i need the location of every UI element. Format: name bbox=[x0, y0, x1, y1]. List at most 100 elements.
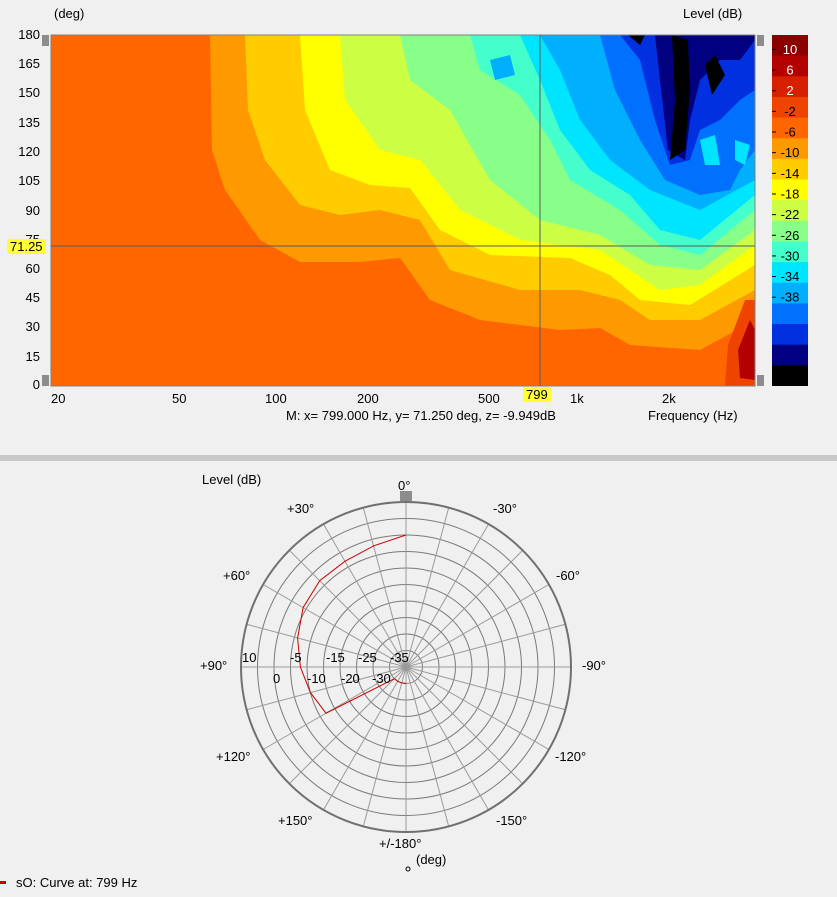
x-tick-label: 200 bbox=[357, 391, 379, 406]
y-tick-label: 105 bbox=[18, 173, 40, 188]
angle-label-plus-150: +150° bbox=[278, 813, 313, 828]
polar-spoke bbox=[405, 666, 524, 785]
y-tick-label: 150 bbox=[18, 85, 40, 100]
polar-spoke bbox=[405, 666, 550, 750]
pane-divider[interactable] bbox=[0, 455, 837, 461]
y-tick-label: 120 bbox=[18, 144, 40, 159]
x-tick-label: 2k bbox=[662, 391, 676, 406]
polar-outer-ring bbox=[240, 501, 572, 833]
ring-label: -15 bbox=[326, 650, 345, 665]
colorbar-swatch bbox=[772, 220, 808, 242]
angle-label-180: +/-180° bbox=[379, 836, 422, 851]
ring-label: -5 bbox=[290, 650, 302, 665]
colorbar-swatch bbox=[772, 344, 808, 366]
contour-band bbox=[738, 320, 755, 380]
x-tick-label: 500 bbox=[478, 391, 500, 406]
polar-spoke bbox=[246, 666, 407, 711]
contour-plot[interactable] bbox=[0, 0, 837, 455]
x-tick-label: 20 bbox=[51, 391, 66, 406]
ring-label: -35 bbox=[390, 650, 409, 665]
colorbar-label: -2 bbox=[784, 104, 796, 119]
y-max-handle[interactable] bbox=[42, 35, 49, 46]
angle-label-minus-120: -120° bbox=[555, 749, 587, 764]
colorbar-swatch bbox=[772, 55, 808, 77]
y-tick-label: 180 bbox=[18, 27, 40, 42]
contour-band bbox=[670, 35, 690, 160]
angle-label-0: 0° bbox=[398, 478, 411, 493]
plot-frame bbox=[50, 34, 756, 387]
y-tick-label: 165 bbox=[18, 56, 40, 71]
colorbar-swatch bbox=[772, 282, 808, 304]
ring-label: -30 bbox=[372, 671, 391, 686]
colorbar-label: -6 bbox=[784, 125, 796, 140]
x-tick-label: 100 bbox=[265, 391, 287, 406]
angle-label-plus-120: +120° bbox=[216, 749, 251, 764]
contour-band bbox=[705, 55, 725, 95]
angle-label-plus-60: +60° bbox=[223, 568, 251, 583]
colorbar-swatch bbox=[772, 200, 808, 222]
colorbar-swatch bbox=[772, 262, 808, 284]
polar-spoke bbox=[362, 666, 407, 827]
colorbar-swatch bbox=[772, 365, 808, 386]
polar-spoke bbox=[288, 549, 407, 668]
colorbar-swatch bbox=[772, 241, 808, 263]
polar-origin-dot bbox=[405, 866, 411, 872]
colorbar: 10 6 2 -2 -6 -10 -14 -18 -22 -26 -30 -34 -38 bbox=[772, 35, 808, 386]
y-tick-label: 60 bbox=[25, 261, 40, 276]
y-min-handle[interactable] bbox=[42, 375, 49, 386]
colorbar-label: -30 bbox=[781, 248, 800, 263]
polar-deg-unit: (deg) bbox=[416, 852, 447, 867]
angle-label-minus-30: -30° bbox=[493, 501, 517, 516]
ring-label: -10 bbox=[307, 671, 326, 686]
x-tick-label: 50 bbox=[172, 391, 187, 406]
colorbar-swatch bbox=[772, 158, 808, 181]
ring-label: -25 bbox=[358, 650, 377, 665]
polar-spoke bbox=[288, 666, 407, 785]
contour-band bbox=[700, 135, 720, 165]
cursor-x-label: 799 bbox=[523, 387, 551, 402]
z-min-handle[interactable] bbox=[757, 375, 764, 386]
polar-zero-handle bbox=[400, 491, 412, 501]
marker-readout: M: x= 799.000 Hz, y= 71.250 deg, z= -9.9… bbox=[286, 408, 556, 423]
colorbar-label: 10 bbox=[783, 42, 797, 57]
z-max-handle[interactable] bbox=[757, 35, 764, 46]
colorbar-label: 6 bbox=[786, 63, 793, 78]
polar-spoke bbox=[405, 507, 450, 668]
contour-band bbox=[490, 55, 515, 80]
polar-spoke bbox=[405, 666, 450, 827]
cursor-y-label: 71.25 bbox=[7, 239, 46, 254]
colorbar-label: 2 bbox=[786, 83, 793, 98]
x-tick-label: 1k bbox=[570, 391, 584, 406]
colorbar-swatch bbox=[772, 96, 808, 119]
y-tick-label: 30 bbox=[25, 319, 40, 334]
polar-spoke bbox=[246, 623, 407, 668]
y-tick-label: 135 bbox=[18, 115, 40, 130]
contour-band bbox=[628, 35, 645, 45]
y-unit-label: (deg) bbox=[54, 6, 85, 21]
polar-spoke bbox=[362, 507, 407, 668]
y-tick-label: 90 bbox=[25, 203, 40, 218]
ring-label: 0 bbox=[273, 671, 281, 686]
colorbar-label: -14 bbox=[781, 166, 800, 181]
colorbar-swatch bbox=[772, 179, 808, 201]
polar-spoke bbox=[405, 523, 489, 668]
angle-label-plus-90: +90° bbox=[200, 658, 228, 673]
polar-plot[interactable] bbox=[0, 461, 837, 897]
colorbar-label: -22 bbox=[781, 207, 800, 222]
colorbar-label: -38 bbox=[781, 290, 800, 305]
y-tick-label: 45 bbox=[25, 290, 40, 305]
x-unit-label: Frequency (Hz) bbox=[648, 408, 738, 423]
colorbar-label: -34 bbox=[781, 269, 800, 284]
polar-spoke bbox=[405, 549, 524, 668]
polar-spoke bbox=[405, 623, 566, 668]
colorbar-swatch bbox=[772, 138, 808, 160]
legend-label: sO: Curve at: 799 Hz bbox=[16, 875, 138, 890]
polar-spokes bbox=[241, 502, 571, 832]
angle-label-plus-30: +30° bbox=[287, 501, 315, 516]
level-unit-label: Level (dB) bbox=[683, 6, 743, 21]
polar-spoke bbox=[262, 666, 407, 750]
colorbar-label: -26 bbox=[781, 228, 800, 243]
colorbar-swatch bbox=[772, 35, 808, 57]
colorbar-swatch bbox=[772, 76, 808, 98]
polar-spoke bbox=[405, 584, 550, 668]
